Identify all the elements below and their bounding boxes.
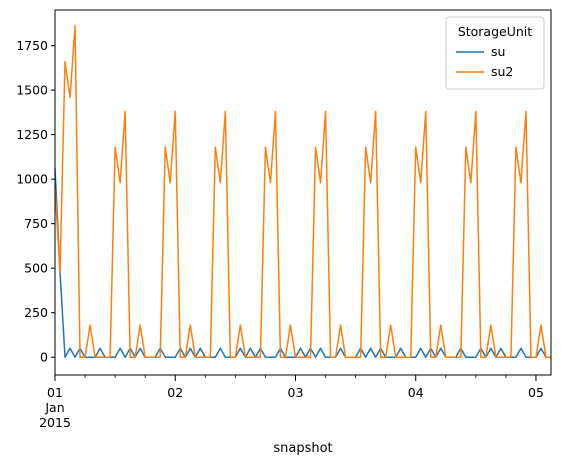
y-tick-label: 0 — [40, 350, 48, 365]
x-tick-label: 2015 — [39, 415, 71, 430]
plot-lines — [54, 25, 551, 358]
y-tick-label: 1250 — [16, 127, 48, 142]
legend-box — [445, 16, 545, 90]
series-line-su2 — [54, 25, 551, 358]
legend: StorageUnit su su2 — [445, 16, 545, 90]
x-tick-label: 03 — [288, 385, 304, 400]
x-axis-label: snapshot — [273, 441, 332, 456]
x-tick-label: 02 — [167, 385, 183, 400]
x-tick-label: 05 — [528, 385, 544, 400]
y-tick-label: 500 — [24, 261, 48, 276]
plot-frame — [54, 9, 552, 376]
legend-title: StorageUnit — [458, 24, 532, 39]
legend-label-su: su — [491, 44, 505, 59]
y-tick-label: 1000 — [16, 172, 48, 187]
y-axis: 0 250 500 750 1000 1250 1500 1750 — [16, 38, 55, 365]
x-tick-label: Jan — [44, 400, 64, 415]
series-line-su — [54, 168, 551, 358]
y-tick-label: 1750 — [16, 38, 48, 53]
y-tick-label: 750 — [24, 216, 48, 231]
y-tick-label: 1500 — [16, 83, 48, 98]
legend-label-su2: su2 — [491, 64, 513, 79]
x-tick-label: 01 — [47, 385, 63, 400]
x-tick-label: 04 — [408, 385, 424, 400]
y-tick-label: 250 — [24, 305, 48, 320]
